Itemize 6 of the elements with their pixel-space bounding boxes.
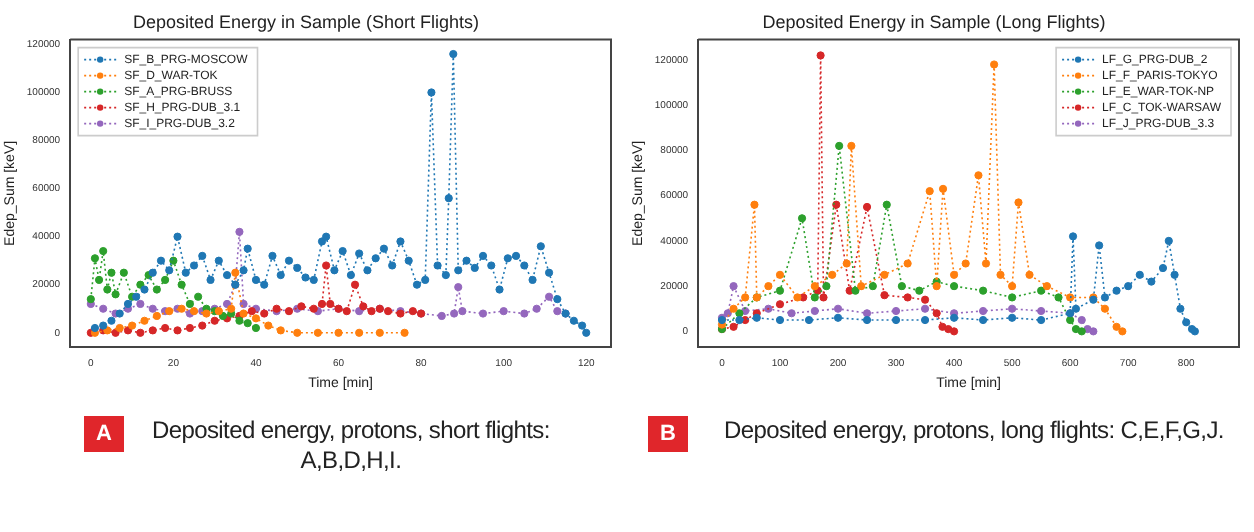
- chart-title: Deposited Energy in Sample (Short Flights): [132, 11, 480, 32]
- text: A: [84, 416, 124, 452]
- text: Deposited energy, protons, short flights: A,B,D,H,I.: [149, 416, 552, 476]
- text: B: [648, 416, 688, 452]
- chart-title: Deposited Energy in Sample (Long Flights): [762, 11, 1106, 32]
- text: Deposited energy, protons, long flights: C,E,F,G,J.: [722, 416, 1226, 446]
